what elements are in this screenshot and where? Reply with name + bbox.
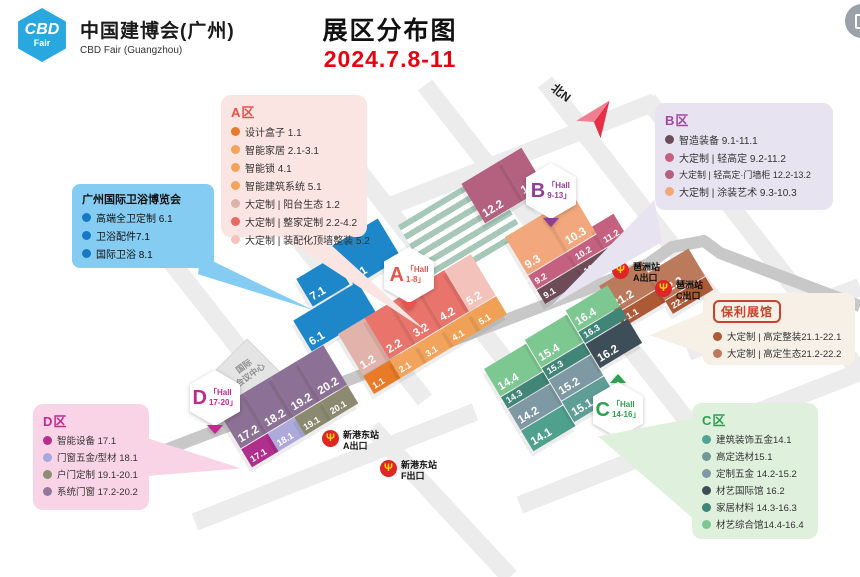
legend-item: 高端全卫定制 6.1 [82,210,204,225]
station-xingangdong-exit-a: Ψ 新港东站 A出口 [322,430,379,453]
legend-item: 家居材料 14.3-16.3 [702,500,808,514]
badge-c-pointer [610,374,626,383]
legend-item: 定制五金 14.2-15.2 [702,466,808,480]
legend-zone-c: C区 建筑装饰五金14.1 高定选材15.1 定制五金 14.2-15.2 材艺… [692,403,818,539]
legend-item: 大定制 | 阳台生态 1.2 [231,196,357,211]
brand-name-cn: 中国建博会(广州) [80,21,235,42]
legend-item: 大定制 | 整家定制 2.2-4.2 [231,214,357,229]
legend-item: 大定制 | 高定生态21.2-22.2 [713,346,845,360]
legend-dot [702,468,711,478]
legend-poly-hall: 保利展馆 大定制 | 高定整装21.1-22.1 大定制 | 高定生态21.2-… [703,293,855,365]
legend-item: 建筑装饰五金14.1 [702,432,808,446]
legend-dot [702,485,711,495]
legend-dot [82,249,91,258]
metro-icon: Ψ [655,280,672,297]
metro-icon: Ψ [322,430,339,447]
fullscreen-icon [854,13,860,29]
legend-dot [665,153,674,162]
legend-dot [702,502,711,512]
legend-dot [43,435,52,445]
badge-b-pointer [543,218,559,227]
legend-item: 智能锁 4.1 [231,160,357,175]
legend-item: 卫浴配件7.1 [82,228,204,243]
badge-hall-d: D 「Hall 17-20」 [190,370,240,434]
legend-item: 系统门窗 17.2-20.2 [43,484,139,498]
badge-hall-b: B 「Hall 9-13」 [526,163,576,227]
page-title-block: 展区分布图 2024.7.8-11 [295,16,485,74]
legend-dot [231,235,240,244]
legend-c-title: C区 [702,413,727,428]
legend-zone-b: B区 智造装备 9.1-11.1 大定制 | 轻高定 9.2-11.2 大定制 … [655,103,833,210]
legend-dot [665,170,674,179]
station-xingangdong-exit-f: Ψ 新港东站 F出口 [380,460,437,483]
legend-dot [702,519,711,529]
legend-a-title: A区 [231,105,256,120]
legend-item: 大定制 | 涂装艺术 9.3-10.3 [665,184,823,199]
legend-item: 智能设备 17.1 [43,433,139,447]
legend-dot [231,217,240,226]
legend-item: 大定制 | 轻高定 9.2-11.2 [665,150,823,165]
legend-zone-a: A区 设计盒子 1.1 智能家居 2.1-3.1 智能锁 4.1 智能建筑系统 … [221,95,370,247]
event-date: 2024.7.8-11 [323,46,457,72]
legend-item: 国际卫浴 8.1 [82,246,204,261]
badge-a-pointer [401,302,417,311]
legend-dot [231,181,240,190]
badge-hall-a: A 「Hall 1-8」 [384,247,434,311]
station-pazhou-exit-c: Ψ 琶洲站 C出口 [655,280,703,303]
legend-dot [713,331,722,341]
brand-block: 中国建博会(广州) CBD Fair (Guangzhou) [80,21,235,56]
legend-dot [82,213,91,222]
legend-dot [43,452,52,462]
badge-hall-c: C 「Hall 14-16」 [593,374,643,438]
badge-d-pointer [207,425,223,434]
legend-item: 智造装备 9.1-11.1 [665,132,823,147]
legend-dot [665,135,674,144]
legend-dot [43,469,52,479]
legend-dot [82,231,91,240]
legend-dot [231,127,240,136]
badge-b-hexagon: B 「Hall 9-13」 [526,163,576,219]
metro-icon: Ψ [380,460,397,477]
legend-dot [713,348,722,358]
legend-dot [702,451,711,461]
legend-item: 大定制 | 轻高定·门墙柜 12.2-13.2 [665,168,823,181]
legend-item: 材艺综合馆14.4-16.4 [702,517,808,531]
legend-item: 材艺国际馆 16.2 [702,483,808,497]
legend-item: 户门定制 19.1-20.1 [43,467,139,481]
badge-a-hexagon: A 「Hall 1-8」 [384,247,434,303]
legend-poly-title: 保利展馆 [713,300,782,323]
legend-d-title: D区 [43,414,68,429]
brand-name-en: CBD Fair (Guangzhou) [80,44,183,56]
badge-d-hexagon: D 「Hall 17-20」 [190,370,240,426]
legend-item: 设计盒子 1.1 [231,124,357,139]
legend-item: 大定制 | 装配化顶墙整装 5.2 [231,232,370,247]
legend-dot [665,187,674,196]
legend-bath-title: 广州国际卫浴博览会 [82,194,181,206]
page-title: 展区分布图 [322,17,458,45]
legend-bath-expo: 广州国际卫浴博览会 高端全卫定制 6.1 卫浴配件7.1 国际卫浴 8.1 [72,184,214,268]
legend-dot [43,486,52,496]
expand-button[interactable] [845,4,860,38]
legend-dot [231,199,240,208]
legend-item: 智能建筑系统 5.1 [231,178,357,193]
legend-item: 大定制 | 高定整装21.1-22.1 [713,329,845,343]
legend-item: 高定选材15.1 [702,449,808,463]
legend-zone-d: D区 智能设备 17.1 门窗五金/型材 18.1 户门定制 19.1-20.1… [33,404,149,510]
legend-item: 智能家居 2.1-3.1 [231,142,357,157]
legend-dot [702,434,711,444]
legend-dot [231,163,240,172]
legend-b-title: B区 [665,113,690,128]
legend-item: 门窗五金/型材 18.1 [43,450,139,464]
legend-dot [231,145,240,154]
